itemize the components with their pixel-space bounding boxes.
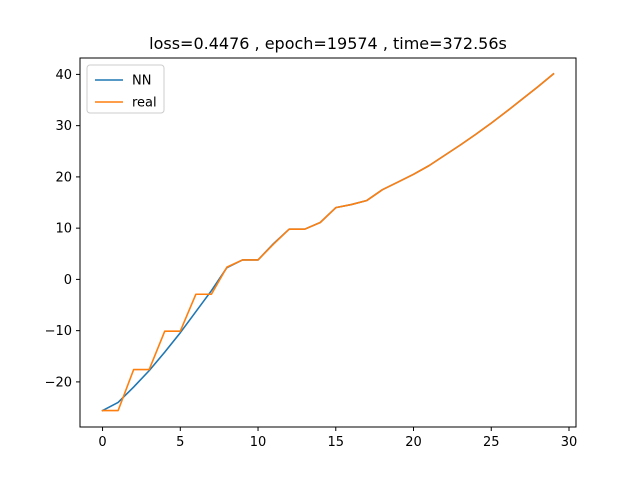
legend: NN real [86,64,165,114]
y-tick-label: 0 [64,273,72,288]
x-axis: 0 5 10 15 20 25 30 [98,427,577,450]
x-tick-label: 25 [483,435,500,450]
y-tick-label: 30 [55,119,72,134]
y-tick-label: −20 [45,375,72,390]
x-tick-label: 15 [328,435,345,450]
x-tick-label: 20 [405,435,422,450]
plot-frame [79,57,577,428]
x-tick-label: 30 [561,435,578,450]
y-tick-label: 20 [55,170,72,185]
series-line-nn [101,72,555,412]
legend-box [86,64,165,114]
x-tick-label: 5 [176,435,184,450]
y-tick-label: −10 [45,324,72,339]
y-axis: −20 −10 0 10 20 30 40 [45,68,80,390]
y-tick-label: 10 [55,222,72,237]
legend-label-nn: NN [132,74,151,89]
y-tick-label: 40 [55,68,72,83]
plot-lines [101,72,555,412]
x-tick-label: 0 [98,435,106,450]
series-line-real [101,72,555,412]
chart-title: loss=0.4476 , epoch=19574 , time=372.56s [149,34,507,53]
legend-label-real: real [132,96,157,111]
x-tick-label: 10 [250,435,267,450]
